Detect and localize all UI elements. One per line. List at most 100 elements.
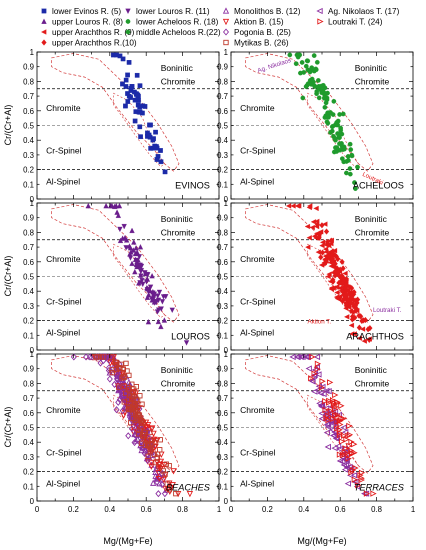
panel-title: TERRACES: [354, 483, 405, 493]
data-point: [119, 407, 126, 415]
data-point: [111, 380, 118, 388]
data-point: [356, 312, 362, 319]
data-point: [328, 237, 334, 244]
data-point: [309, 224, 315, 231]
y-tick-label: 0.4: [217, 438, 229, 447]
data-point: [334, 145, 340, 150]
y-tick-label: 1: [224, 48, 228, 57]
data-point: [322, 85, 328, 91]
data-point: [338, 274, 344, 281]
field-label: Chromite: [46, 103, 81, 113]
field-label: Chromite: [161, 378, 196, 388]
data-point: [347, 299, 353, 306]
data-point: [325, 253, 331, 260]
field-label: Boninitic: [161, 214, 194, 224]
field-label: Cr-Spinel: [240, 447, 276, 457]
data-point: [296, 52, 302, 58]
data-point: [330, 401, 338, 409]
field-label: Al-Spinel: [240, 327, 274, 337]
data-point: [351, 297, 357, 304]
data-point: [145, 318, 152, 325]
series-points: [110, 52, 168, 175]
data-point: [304, 353, 311, 361]
legend-entry: lower Acheloos R. (18): [125, 18, 219, 27]
ophiolite-envelope: [113, 92, 165, 168]
data-point: [304, 223, 311, 230]
data-point: [131, 239, 137, 245]
field-label: Boninitic: [161, 63, 194, 73]
y-tick-label: 0.7: [217, 92, 228, 101]
data-point: [287, 52, 293, 58]
data-point: [322, 260, 328, 267]
data-point: [340, 111, 346, 117]
x-axis-label: Mg/(Mg+Fe): [297, 536, 346, 546]
data-point: [361, 338, 367, 344]
legend-entry: Mytikas B. (26): [223, 39, 289, 48]
data-point: [125, 99, 131, 104]
data-point: [302, 353, 310, 361]
data-point: [352, 464, 359, 472]
y-tick-label: 0: [30, 497, 35, 506]
series-points: [314, 221, 373, 343]
data-point: [123, 103, 128, 109]
field-label: Chromite: [355, 76, 390, 86]
ophiolite-envelope: [307, 243, 359, 319]
data-point: [314, 221, 321, 228]
data-point: [129, 227, 135, 234]
data-point: [336, 457, 344, 465]
y-tick-label: 0.6: [217, 107, 228, 116]
data-point: [147, 122, 152, 128]
data-point: [136, 412, 143, 418]
data-point: [157, 458, 165, 465]
y-tick-label: 0.2: [23, 317, 34, 326]
panel-title: EVINOS: [175, 181, 210, 191]
legend-marker: [41, 18, 47, 24]
data-point: [162, 169, 168, 175]
data-point: [343, 464, 351, 471]
data-point: [298, 70, 303, 76]
data-point: [356, 324, 362, 331]
data-point: [334, 411, 341, 419]
data-point: [100, 357, 107, 365]
panel-note: Aktion T.: [307, 319, 331, 326]
data-point: [326, 397, 333, 404]
data-point: [343, 300, 349, 307]
data-point: [323, 100, 329, 106]
x-tick-label: 0.8: [371, 505, 382, 514]
legend-marker: [317, 18, 324, 25]
data-point: [354, 299, 360, 307]
axis-labels: Cr/(Cr+Al) Cr/(Cr+Al) Cr/(Cr+Al) Mg/(Mg+Fe)…: [3, 105, 347, 546]
data-point: [128, 419, 134, 426]
field-label: Chromite: [46, 254, 81, 264]
field-label: Al-Spinel: [240, 176, 274, 186]
data-point: [362, 316, 369, 324]
legend-marker: [223, 39, 229, 46]
legend: lower Evinos R. (5)upper Louros R. (8)up…: [41, 7, 400, 48]
x-tick-label: 0: [35, 505, 40, 514]
data-point: [119, 375, 125, 381]
series-points: [93, 354, 179, 497]
y-tick-label: 0.4: [23, 287, 35, 296]
data-point: [130, 407, 136, 413]
data-point: [148, 145, 154, 151]
data-point: [121, 399, 127, 405]
field-label: Al-Spinel: [46, 176, 80, 186]
data-point: [105, 364, 112, 372]
data-point: [125, 432, 132, 440]
data-point: [83, 353, 90, 361]
y-tick-label: 0.9: [217, 63, 228, 72]
data-point: [319, 242, 325, 249]
y-axis-label: Cr/(Cr+Al): [3, 256, 13, 297]
y-tick-label: 0.8: [23, 77, 34, 86]
y-tick-label: 0.8: [217, 228, 228, 237]
legend-label: lower Louros R. (11): [136, 7, 210, 16]
data-point: [103, 202, 109, 209]
data-point: [156, 464, 163, 472]
data-point: [123, 77, 129, 83]
panel-acheloos: Boninitic Chromite Chromite Cr-Spinel Al-Spi…: [217, 48, 414, 204]
data-point: [132, 118, 138, 124]
y-tick-label: 0.8: [23, 228, 34, 237]
data-point: [170, 468, 177, 475]
data-point: [144, 424, 151, 432]
data-point: [153, 459, 159, 466]
